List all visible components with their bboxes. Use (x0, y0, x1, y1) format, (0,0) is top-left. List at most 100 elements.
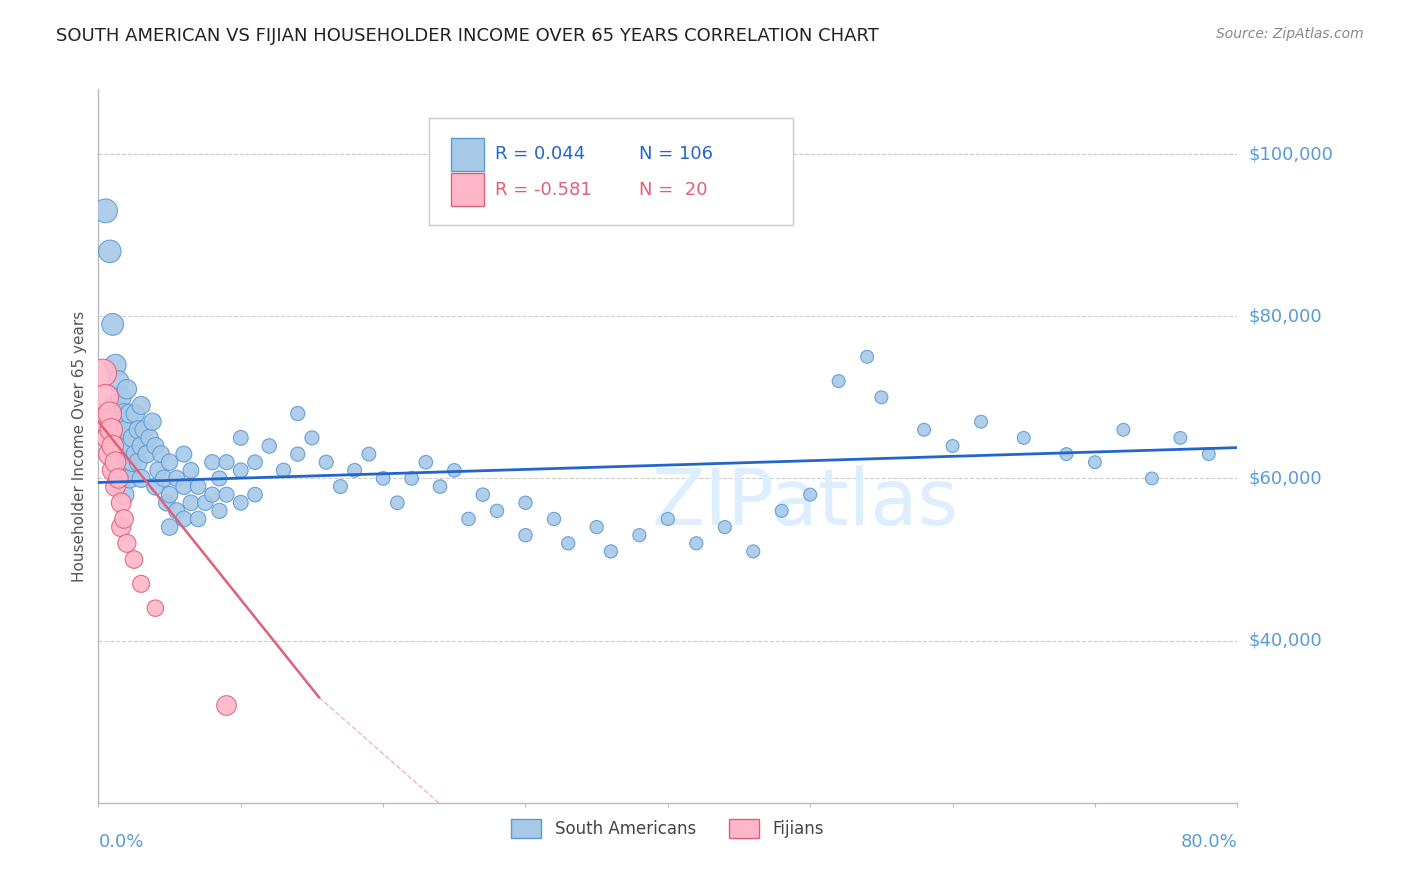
Point (515, 528, 537, 542)
Point (229, 431, 252, 445)
Point (208, 471, 231, 485)
Point (1012, 431, 1035, 445)
Point (315, 455, 337, 469)
Y-axis label: Householder Income Over 65 years: Householder Income Over 65 years (72, 310, 87, 582)
Point (127, 455, 149, 469)
Point (215, 698, 238, 713)
Point (129, 471, 152, 485)
Point (415, 455, 437, 469)
Point (970, 415, 993, 429)
Point (187, 479, 209, 493)
Point (287, 407, 309, 421)
Legend: South Americans, Fijians: South Americans, Fijians (505, 812, 831, 845)
Text: ZIPatlas: ZIPatlas (651, 465, 957, 541)
Point (457, 512, 479, 526)
Point (150, 447, 173, 461)
Point (115, 423, 138, 437)
Point (194, 496, 217, 510)
FancyBboxPatch shape (451, 137, 485, 170)
Point (585, 520, 607, 534)
Text: $80,000: $80,000 (1249, 307, 1322, 326)
Point (135, 447, 157, 461)
Point (215, 455, 238, 469)
Point (107, 423, 129, 437)
Point (770, 504, 793, 518)
Point (127, 423, 149, 437)
Point (357, 447, 380, 461)
Point (628, 528, 651, 542)
Point (515, 496, 537, 510)
Point (443, 463, 465, 477)
Point (129, 439, 152, 453)
Text: 80.0%: 80.0% (1181, 833, 1237, 851)
Point (208, 504, 231, 518)
Point (107, 471, 129, 485)
Point (104, 479, 127, 493)
Point (742, 544, 765, 558)
Point (112, 407, 135, 421)
Point (870, 390, 893, 404)
Point (600, 544, 623, 558)
Point (657, 512, 679, 526)
Point (201, 488, 224, 502)
Point (129, 577, 152, 591)
Point (145, 439, 167, 453)
Point (98, 407, 121, 421)
Point (148, 463, 170, 477)
Point (112, 512, 135, 526)
Point (1056, 447, 1078, 461)
Point (287, 447, 309, 461)
Point (97, 431, 120, 445)
Point (101, 439, 124, 453)
Point (1140, 471, 1163, 485)
Point (942, 439, 965, 453)
Text: R = 0.044: R = 0.044 (495, 145, 585, 163)
Point (112, 488, 135, 502)
Point (828, 374, 851, 388)
Point (118, 471, 141, 485)
Point (141, 415, 163, 429)
Text: SOUTH AMERICAN VS FIJIAN HOUSEHOLDER INCOME OVER 65 YEARS CORRELATION CHART: SOUTH AMERICAN VS FIJIAN HOUSEHOLDER INC… (56, 27, 879, 45)
Point (118, 407, 141, 421)
Point (104, 455, 127, 469)
Point (912, 423, 935, 437)
Point (373, 471, 395, 485)
Point (543, 512, 565, 526)
Text: N =  20: N = 20 (640, 181, 707, 199)
Point (115, 382, 138, 396)
Point (301, 431, 323, 445)
Point (156, 496, 179, 510)
Point (145, 601, 167, 615)
Point (1112, 423, 1135, 437)
Point (1170, 431, 1192, 445)
Point (471, 488, 494, 502)
Point (166, 471, 188, 485)
Point (799, 488, 821, 502)
Point (180, 496, 202, 510)
Point (101, 318, 124, 332)
Point (1084, 455, 1107, 469)
Point (115, 447, 138, 461)
Point (115, 536, 138, 550)
Point (166, 504, 188, 518)
Point (110, 520, 132, 534)
Point (96, 415, 118, 429)
Point (121, 431, 143, 445)
Point (124, 407, 146, 421)
Point (104, 358, 127, 372)
Point (121, 455, 143, 469)
Point (215, 488, 238, 502)
Point (91, 366, 114, 380)
Point (173, 479, 195, 493)
Point (229, 463, 252, 477)
Point (187, 512, 209, 526)
Point (153, 471, 176, 485)
Point (1198, 447, 1220, 461)
Point (94, 390, 117, 404)
Point (132, 423, 155, 437)
Text: $100,000: $100,000 (1249, 145, 1333, 163)
Point (429, 479, 451, 493)
Point (138, 431, 160, 445)
Point (159, 455, 181, 469)
Point (243, 488, 266, 502)
